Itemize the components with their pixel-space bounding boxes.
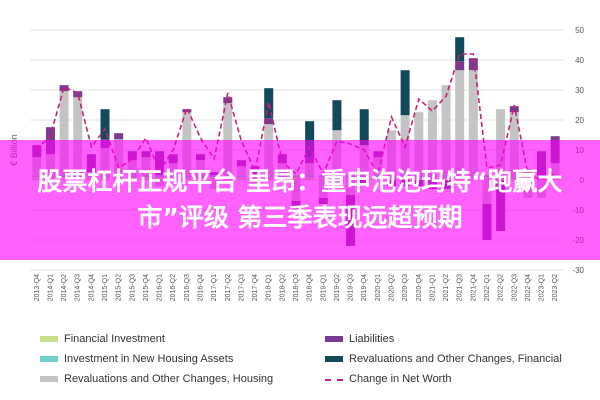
x-tick-label: 2017-Q3: [238, 274, 245, 301]
legend-swatch: [325, 378, 343, 381]
bar-segment: [264, 118, 274, 125]
bar-segment: [509, 106, 519, 113]
x-tick-label: 2014-Q4: [88, 274, 95, 301]
x-tick-label: 2016-Q1: [157, 274, 164, 301]
bar-segment: [455, 37, 465, 62]
x-tick-label: 2019-Q4: [361, 274, 368, 301]
bar-segment: [73, 91, 83, 98]
legend-swatch: [325, 336, 343, 342]
chart-legend: Financial Investment Liabilities Investmen…: [40, 333, 600, 397]
legend-label: Revaluations and Other Changes, Financia…: [349, 353, 562, 365]
x-tick-label: 2013-Q4: [34, 274, 41, 301]
bar-segment: [59, 85, 69, 92]
bar-segment: [455, 70, 465, 176]
overlay-banner-text: 股票杠杆正规平台 里昂：重申泡泡玛特“跑赢大市”评级 第三季表现远超预期: [37, 167, 563, 232]
bar-segment: [305, 121, 315, 158]
x-tick-label: 2016-Q4: [198, 274, 205, 301]
x-tick-label: 2021-Q4: [470, 274, 477, 301]
x-tick-label: 2021-Q1: [429, 274, 436, 301]
bar-segment: [223, 97, 233, 104]
x-tick-label: 2014-Q1: [47, 274, 54, 301]
legend-item: Revaluations and Other Changes, Financia…: [325, 353, 562, 365]
x-tick-label: 2020-Q3: [402, 274, 409, 301]
bar-segment: [332, 100, 342, 131]
x-tick-label: 2018-Q2: [279, 274, 286, 301]
x-tick-label: 2018-Q3: [293, 274, 300, 301]
legend-item: Liabilities: [325, 333, 394, 345]
x-tick-label: 2017-Q4: [252, 274, 259, 301]
bar-segment: [59, 91, 69, 176]
legend-item: Change in Net Worth: [325, 373, 452, 385]
bar-segment: [223, 103, 233, 176]
x-tick-label: 2020-Q1: [375, 274, 382, 301]
legend-label: Revaluations and Other Changes, Housing: [64, 373, 274, 385]
x-tick-label: 2020-Q4: [416, 274, 423, 301]
x-tick-label: 2019-Q1: [320, 274, 327, 301]
y-tick-label: -30: [572, 266, 584, 275]
x-tick-label: 2018-Q4: [307, 274, 314, 301]
bar-segment: [400, 70, 410, 116]
x-tick-label: 2015-Q1: [102, 274, 109, 301]
bar-segment: [441, 85, 451, 176]
y-tick-label: 20: [575, 116, 584, 125]
bar-segment: [182, 109, 192, 113]
legend-swatch: [325, 356, 343, 362]
x-tick-label: 2018-Q1: [266, 274, 273, 301]
legend-swatch: [40, 356, 58, 362]
x-tick-label: 2015-Q2: [116, 274, 123, 301]
x-tick-label: 2019-Q3: [348, 274, 355, 301]
x-tick-label: 2015-Q3: [129, 274, 136, 301]
x-tick-label: 2023-Q1: [539, 274, 546, 301]
legend-label: Financial Investment: [64, 333, 165, 345]
legend-label: Investment in New Housing Assets: [64, 353, 234, 365]
legend-swatch: [40, 336, 58, 342]
legend-swatch: [40, 376, 58, 382]
bar-segment: [73, 97, 83, 176]
overlay-banner: 股票杠杆正规平台 里昂：重申泡泡玛特“跑赢大市”评级 第三季表现远超预期: [0, 140, 600, 260]
x-tick-label: 2014-Q2: [61, 274, 68, 301]
x-tick-label: 2017-Q2: [225, 274, 232, 301]
bar-segment: [468, 70, 478, 176]
x-tick-label: 2022-Q3: [511, 274, 518, 301]
x-tick-label: 2015-Q4: [143, 274, 150, 301]
bar-segment: [468, 58, 478, 71]
x-tick-label: 2014-Q3: [75, 274, 82, 301]
x-tick-label: 2021-Q2: [443, 274, 450, 301]
legend-item: Investment in New Housing Assets: [40, 353, 233, 365]
x-tick-label: 2017-Q1: [211, 274, 218, 301]
x-tick-label: 2020-Q2: [388, 274, 395, 301]
bar-segment: [359, 109, 369, 146]
bar-segment: [114, 133, 124, 140]
x-tick-label: 2016-Q3: [184, 274, 191, 301]
x-tick-label: 2022-Q1: [484, 274, 491, 301]
x-tick-label: 2019-Q2: [334, 274, 341, 301]
bar-segment: [455, 61, 465, 71]
bar-segment: [100, 109, 110, 140]
legend-item: Revaluations and Other Changes, Housing: [40, 373, 273, 385]
y-tick-label: 40: [575, 56, 584, 65]
bar-segment: [427, 100, 437, 176]
y-tick-label: 50: [575, 26, 584, 35]
x-tick-label: 2021-Q3: [457, 274, 464, 301]
x-tick-label: 2022-Q2: [498, 274, 505, 301]
legend-label: Liabilities: [349, 333, 395, 345]
y-tick-label: 30: [575, 86, 584, 95]
legend-label: Change in Net Worth: [349, 373, 452, 385]
x-tick-label: 2022-Q4: [525, 274, 532, 301]
x-tick-label: 2023-Q2: [552, 274, 559, 301]
legend-item: Financial Investment: [40, 333, 165, 345]
x-tick-label: 2016-Q2: [170, 274, 177, 301]
